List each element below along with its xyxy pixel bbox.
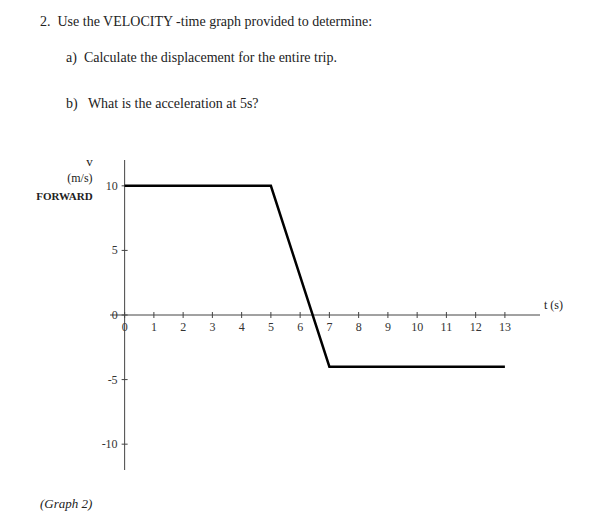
x-tick — [446, 312, 447, 318]
plot-area — [125, 186, 505, 367]
x-tick-label: 5 — [268, 320, 274, 334]
graph-label: (Graph 2) — [40, 496, 92, 511]
x-tick — [387, 312, 388, 318]
x-tick-label: 10 — [411, 320, 423, 334]
question: a) Calculate the displacement for the en… — [66, 50, 337, 66]
x-tick-label: 1 — [151, 320, 157, 334]
y-tick — [122, 250, 128, 251]
x-tick-label: 3 — [209, 320, 215, 334]
x-tick — [358, 312, 359, 318]
y-tick — [122, 444, 128, 445]
x-tick — [417, 312, 418, 318]
x-tick — [504, 312, 505, 318]
x-tick — [183, 312, 184, 318]
x-tick-label: 9 — [385, 320, 391, 334]
y-label: (m/s) — [67, 171, 92, 185]
x-tick-label: 6 — [297, 320, 303, 334]
y-tick-label: -10 — [102, 437, 118, 451]
x-tick-label: 7 — [326, 320, 332, 334]
y-label: FORWARD — [36, 190, 93, 202]
y-tick — [122, 379, 128, 380]
y-tick-label: 10 — [106, 179, 118, 193]
x-tick — [241, 312, 242, 318]
y-tick — [122, 315, 128, 316]
y-label: v — [86, 154, 93, 169]
x-tick-label: 8 — [356, 320, 362, 334]
x-tick — [475, 312, 476, 318]
x-tick-label: 11 — [441, 320, 453, 334]
y-tick-label: -5 — [108, 373, 118, 387]
y-tick-label: 5 — [112, 243, 118, 257]
x-tick — [153, 312, 154, 318]
x-tick — [270, 312, 271, 318]
question: b) What is the acceleration at 5s? — [66, 96, 259, 112]
x-tick-label: 13 — [499, 320, 511, 334]
x-tick-label: 2 — [180, 320, 186, 334]
x-tick-label: 4 — [239, 320, 245, 334]
title: 2. Use the VELOCITY -time graph provided… — [40, 14, 372, 29]
x-tick — [212, 312, 213, 318]
x-label: t (s) — [544, 298, 563, 312]
y-tick-label: 0 — [112, 308, 118, 322]
x-tick-label: 0 — [122, 320, 128, 334]
x-tick — [300, 312, 301, 318]
x-tick-label: 12 — [470, 320, 482, 334]
chart: 2. Use the VELOCITY -time graph provided… — [0, 0, 603, 520]
velocity-line — [125, 186, 505, 367]
x-tick — [329, 312, 330, 318]
